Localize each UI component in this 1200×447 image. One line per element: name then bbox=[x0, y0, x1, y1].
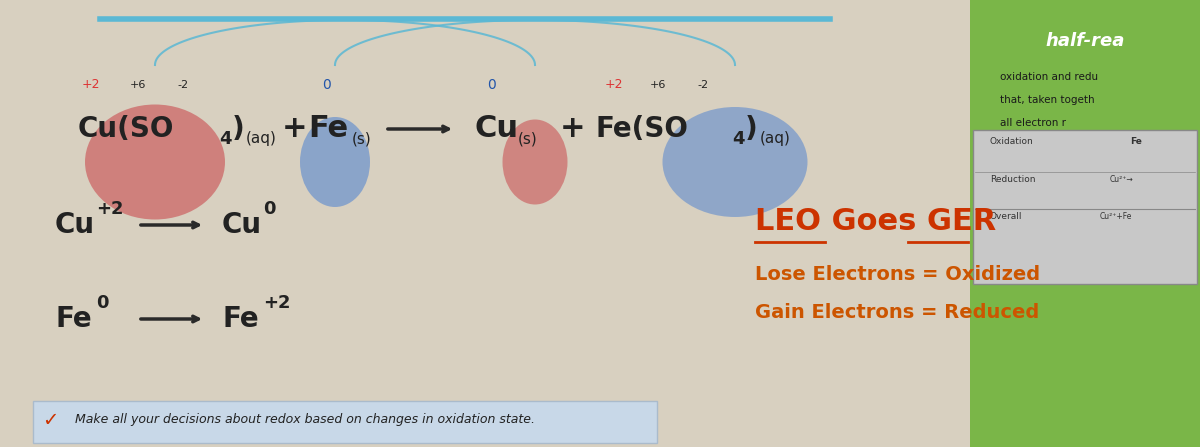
Text: 4: 4 bbox=[220, 130, 232, 148]
Ellipse shape bbox=[662, 107, 808, 217]
Text: +6: +6 bbox=[650, 80, 666, 90]
FancyBboxPatch shape bbox=[973, 130, 1198, 284]
Text: Make all your decisions about redox based on changes in oxidation state.: Make all your decisions about redox base… bbox=[74, 413, 535, 426]
Text: +: + bbox=[282, 114, 307, 143]
Text: Cu(SO: Cu(SO bbox=[78, 115, 174, 143]
Text: +2: +2 bbox=[605, 79, 624, 92]
Text: (s): (s) bbox=[352, 131, 372, 147]
Text: (aq): (aq) bbox=[246, 131, 277, 147]
Text: LEO Goes GER: LEO Goes GER bbox=[755, 207, 996, 236]
Text: (aq): (aq) bbox=[760, 131, 791, 147]
Text: +2: +2 bbox=[263, 294, 290, 312]
Text: ): ) bbox=[745, 115, 757, 143]
Text: 0: 0 bbox=[263, 200, 276, 218]
FancyBboxPatch shape bbox=[32, 401, 658, 443]
Text: Cu²⁺→: Cu²⁺→ bbox=[1110, 175, 1134, 184]
Ellipse shape bbox=[503, 119, 568, 204]
Text: Cu: Cu bbox=[475, 114, 520, 143]
Text: Cu²⁺+Fe: Cu²⁺+Fe bbox=[1100, 212, 1133, 221]
Text: 0: 0 bbox=[96, 294, 108, 312]
Text: -2: -2 bbox=[178, 80, 188, 90]
Text: Reduction: Reduction bbox=[990, 175, 1036, 184]
Text: 4: 4 bbox=[732, 130, 744, 148]
Text: Fe: Fe bbox=[222, 305, 259, 333]
Text: +2: +2 bbox=[82, 79, 101, 92]
Text: all electron r: all electron r bbox=[1000, 118, 1066, 128]
Text: Oxidation: Oxidation bbox=[990, 137, 1033, 146]
Text: Fe(SO: Fe(SO bbox=[595, 115, 688, 143]
Text: Lose Electrons = Oxidized: Lose Electrons = Oxidized bbox=[755, 266, 1040, 284]
Text: Cu: Cu bbox=[222, 211, 262, 239]
Text: Gain Electrons = Reduced: Gain Electrons = Reduced bbox=[755, 303, 1039, 321]
Text: +2: +2 bbox=[96, 200, 124, 218]
Text: -2: -2 bbox=[697, 80, 708, 90]
Text: (s): (s) bbox=[518, 131, 538, 147]
Text: oxidation and redu: oxidation and redu bbox=[1000, 72, 1098, 82]
Text: that, taken togeth: that, taken togeth bbox=[1000, 95, 1094, 105]
Text: +: + bbox=[560, 114, 586, 143]
Text: half-rea: half-rea bbox=[1045, 32, 1124, 50]
Text: 0: 0 bbox=[322, 78, 331, 92]
Text: ): ) bbox=[232, 115, 245, 143]
Ellipse shape bbox=[300, 117, 370, 207]
Text: Overall: Overall bbox=[990, 212, 1022, 221]
Text: Fe: Fe bbox=[308, 114, 348, 143]
Text: ✓: ✓ bbox=[42, 410, 59, 430]
Text: 0: 0 bbox=[487, 78, 496, 92]
Text: +6: +6 bbox=[130, 80, 146, 90]
Ellipse shape bbox=[85, 105, 226, 219]
Text: Cu: Cu bbox=[55, 211, 95, 239]
Text: Fe: Fe bbox=[55, 305, 91, 333]
FancyBboxPatch shape bbox=[970, 0, 1200, 447]
Text: Fe: Fe bbox=[1130, 137, 1142, 146]
